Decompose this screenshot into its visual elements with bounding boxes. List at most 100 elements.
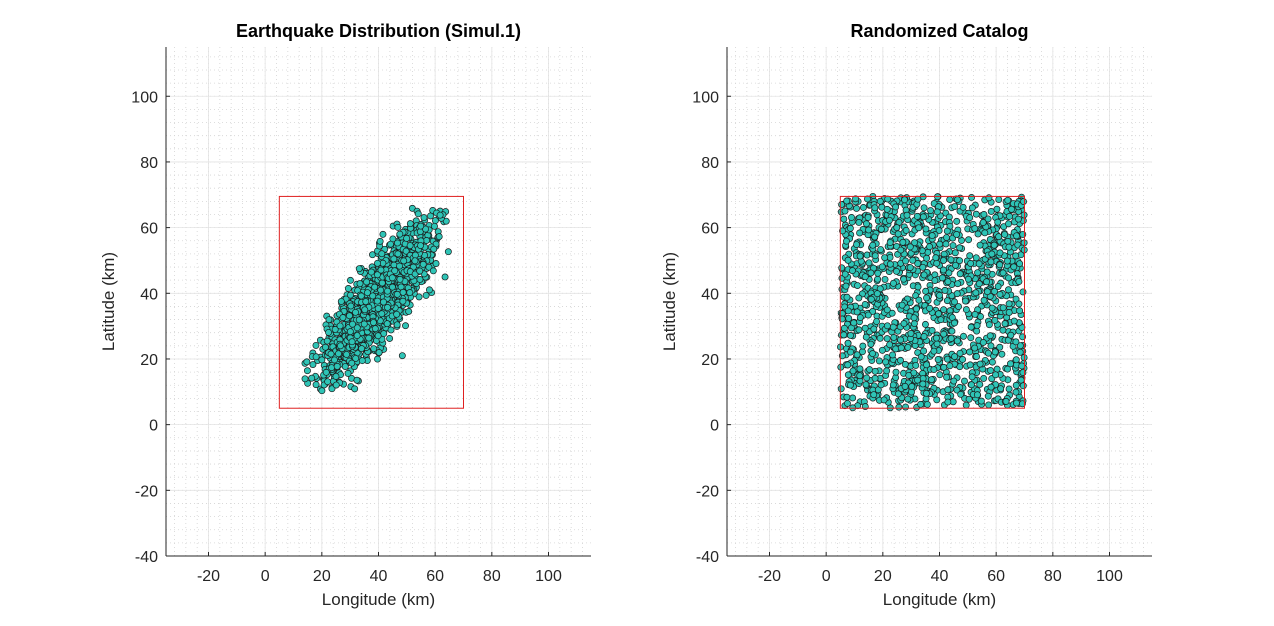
data-point <box>935 310 942 318</box>
data-point <box>886 216 893 224</box>
data-point <box>920 204 928 212</box>
data-point <box>971 225 979 233</box>
data-point <box>856 252 864 260</box>
data-point <box>909 256 917 264</box>
data-point <box>922 320 929 328</box>
data-point <box>951 249 959 257</box>
y-tick-label: -40 <box>135 549 158 566</box>
data-point <box>904 395 912 403</box>
data-point <box>881 275 889 283</box>
data-point <box>384 304 391 311</box>
data-point <box>892 368 900 376</box>
data-point <box>906 243 914 251</box>
data-point <box>346 276 354 284</box>
data-point <box>856 372 864 380</box>
data-point <box>844 399 851 407</box>
data-point <box>915 224 923 232</box>
data-point <box>406 242 414 249</box>
data-point <box>977 397 985 405</box>
data-point <box>361 306 369 314</box>
data-point <box>985 401 993 409</box>
data-point <box>867 340 875 348</box>
data-point <box>998 350 1006 358</box>
data-point <box>1005 274 1013 282</box>
data-point <box>867 295 875 303</box>
data-point <box>386 335 394 342</box>
data-point <box>344 369 352 377</box>
data-point <box>943 234 950 241</box>
data-point <box>859 342 867 350</box>
data-point <box>308 374 316 382</box>
panel-earthquake-distribution: -20 0 20 40 60 80 100 -40 -20 0 20 40 60 80 100 Earthqu… <box>99 21 591 609</box>
data-point <box>966 214 974 222</box>
data-point <box>956 270 964 278</box>
data-point <box>947 334 955 342</box>
data-point <box>944 386 952 394</box>
data-point <box>972 254 980 262</box>
data-point <box>374 355 381 363</box>
y-tick-label: 20 <box>140 352 158 369</box>
data-point <box>358 357 366 365</box>
data-point <box>914 283 922 291</box>
data-point <box>873 290 881 298</box>
data-point <box>1013 399 1020 407</box>
data-point <box>339 314 347 322</box>
data-point <box>878 263 886 271</box>
data-point <box>405 307 413 315</box>
data-point <box>897 356 904 364</box>
data-point <box>940 363 948 371</box>
data-point <box>322 368 330 376</box>
data-point <box>324 378 332 386</box>
data-point <box>845 314 853 322</box>
data-point <box>436 211 444 219</box>
y-tick-label: 40 <box>701 286 719 303</box>
data-point <box>303 367 311 375</box>
data-point <box>886 260 894 268</box>
data-point <box>983 278 991 286</box>
data-point <box>902 226 910 234</box>
data-point <box>920 333 928 340</box>
data-point <box>838 264 846 272</box>
y-tick-label: 60 <box>701 221 719 238</box>
data-point <box>875 357 883 365</box>
data-point <box>959 356 967 363</box>
data-point <box>987 258 995 266</box>
data-point <box>432 260 440 267</box>
data-point <box>425 263 433 271</box>
data-point <box>425 286 433 294</box>
data-point <box>917 353 925 361</box>
data-point <box>953 217 961 225</box>
y-tick-label: -40 <box>696 549 719 566</box>
data-point <box>303 358 311 366</box>
data-point <box>910 320 918 328</box>
data-point <box>331 325 339 333</box>
data-point <box>993 205 1001 213</box>
data-point <box>974 269 982 277</box>
data-point <box>411 251 419 259</box>
data-point <box>844 371 852 379</box>
data-point <box>985 321 993 329</box>
data-point <box>1005 309 1013 316</box>
data-point <box>861 301 869 308</box>
data-point <box>953 290 961 298</box>
data-point <box>406 220 414 228</box>
data-point <box>888 309 896 317</box>
data-point <box>843 197 851 205</box>
data-point <box>1016 348 1024 356</box>
data-point <box>1002 397 1010 405</box>
y-axis-label: Latitude (km) <box>660 252 679 351</box>
data-point <box>399 297 407 305</box>
data-point <box>399 288 407 296</box>
data-point <box>874 275 882 283</box>
data-point <box>894 390 902 398</box>
data-point <box>871 233 879 241</box>
data-point <box>865 259 873 267</box>
data-point <box>864 213 872 221</box>
data-point <box>312 381 320 389</box>
data-point <box>867 269 875 277</box>
data-point <box>855 219 863 226</box>
data-point <box>980 211 988 218</box>
data-point <box>965 236 973 244</box>
y-tick-label: 0 <box>710 418 719 435</box>
data-point <box>1012 252 1020 260</box>
